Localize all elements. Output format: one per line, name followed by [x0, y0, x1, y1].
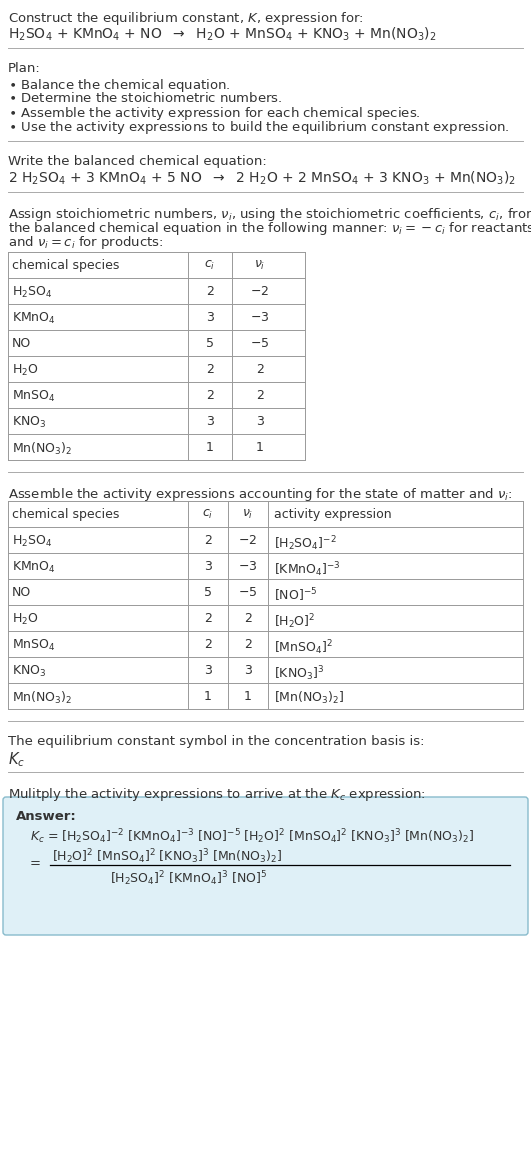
Text: Assemble the activity expressions accounting for the state of matter and $\nu_i$: Assemble the activity expressions accoun…: [8, 486, 513, 504]
Text: 2 H$_2$SO$_4$ + 3 KMnO$_4$ + 5 NO  $\rightarrow$  2 H$_2$O + 2 MnSO$_4$ + 3 KNO$: 2 H$_2$SO$_4$ + 3 KMnO$_4$ + 5 NO $\righ…: [8, 170, 516, 187]
Text: [Mn(NO$_3$)$_2$]: [Mn(NO$_3$)$_2$]: [274, 690, 345, 706]
Text: KNO$_3$: KNO$_3$: [12, 664, 46, 679]
Text: Mn(NO$_3$)$_2$: Mn(NO$_3$)$_2$: [12, 441, 72, 457]
Text: [NO]$^{-5}$: [NO]$^{-5}$: [274, 586, 317, 604]
Text: $-3$: $-3$: [250, 311, 270, 324]
Text: 3: 3: [204, 664, 212, 677]
Text: 3: 3: [206, 415, 214, 428]
Text: $-2$: $-2$: [251, 285, 270, 298]
Text: Mulitply the activity expressions to arrive at the $K_c$ expression:: Mulitply the activity expressions to arr…: [8, 786, 426, 802]
Text: $\bullet$ Balance the chemical equation.: $\bullet$ Balance the chemical equation.: [8, 77, 230, 94]
Text: MnSO$_4$: MnSO$_4$: [12, 388, 56, 404]
Text: KMnO$_4$: KMnO$_4$: [12, 561, 56, 575]
Text: the balanced chemical equation in the following manner: $\nu_i = -c_i$ for react: the balanced chemical equation in the fo…: [8, 220, 531, 237]
Text: 2: 2: [206, 285, 214, 298]
Text: 2: 2: [204, 612, 212, 625]
Text: [H$_2$O]$^2$: [H$_2$O]$^2$: [274, 612, 315, 630]
Text: [KMnO$_4$]$^{-3}$: [KMnO$_4$]$^{-3}$: [274, 561, 341, 579]
Text: NO: NO: [12, 337, 31, 350]
Text: MnSO$_4$: MnSO$_4$: [12, 638, 56, 654]
Text: $\bullet$ Use the activity expressions to build the equilibrium constant express: $\bullet$ Use the activity expressions t…: [8, 119, 509, 136]
Text: KNO$_3$: KNO$_3$: [12, 415, 46, 430]
Text: [H$_2$SO$_4$]$^2$ [KMnO$_4$]$^3$ [NO]$^5$: [H$_2$SO$_4$]$^2$ [KMnO$_4$]$^3$ [NO]$^5…: [110, 869, 267, 887]
Text: H$_2$SO$_4$: H$_2$SO$_4$: [12, 285, 53, 300]
Text: 5: 5: [204, 586, 212, 599]
Text: 2: 2: [204, 534, 212, 547]
Text: H$_2$SO$_4$: H$_2$SO$_4$: [12, 534, 53, 549]
Text: H$_2$O: H$_2$O: [12, 363, 39, 378]
Text: $\nu_i$: $\nu_i$: [254, 259, 266, 272]
Text: $K_c$ = [H$_2$SO$_4$]$^{-2}$ [KMnO$_4$]$^{-3}$ [NO]$^{-5}$ [H$_2$O]$^2$ [MnSO$_4: $K_c$ = [H$_2$SO$_4$]$^{-2}$ [KMnO$_4$]$…: [30, 827, 475, 846]
Text: [H$_2$SO$_4$]$^{-2}$: [H$_2$SO$_4$]$^{-2}$: [274, 534, 337, 552]
Text: 3: 3: [204, 561, 212, 573]
Text: 3: 3: [244, 664, 252, 677]
Text: Write the balanced chemical equation:: Write the balanced chemical equation:: [8, 155, 267, 167]
Text: H$_2$O: H$_2$O: [12, 612, 39, 627]
Text: 1: 1: [256, 441, 264, 454]
Text: $-3$: $-3$: [238, 561, 258, 573]
Text: Mn(NO$_3$)$_2$: Mn(NO$_3$)$_2$: [12, 690, 72, 706]
Text: The equilibrium constant symbol in the concentration basis is:: The equilibrium constant symbol in the c…: [8, 735, 424, 748]
Text: [KNO$_3$]$^3$: [KNO$_3$]$^3$: [274, 664, 324, 683]
Text: 2: 2: [206, 363, 214, 376]
Text: Assign stoichiometric numbers, $\nu_i$, using the stoichiometric coefficients, $: Assign stoichiometric numbers, $\nu_i$, …: [8, 206, 531, 223]
Text: Construct the equilibrium constant, $K$, expression for:: Construct the equilibrium constant, $K$,…: [8, 10, 364, 27]
Text: 5: 5: [206, 337, 214, 350]
Text: $-2$: $-2$: [238, 534, 258, 547]
Text: 2: 2: [204, 638, 212, 651]
Text: chemical species: chemical species: [12, 259, 119, 272]
Text: NO: NO: [12, 586, 31, 599]
Text: $-5$: $-5$: [238, 586, 258, 599]
Text: $K_c$: $K_c$: [8, 750, 25, 769]
Text: chemical species: chemical species: [12, 508, 119, 521]
Text: $c_i$: $c_i$: [202, 508, 213, 521]
Text: $\nu_i$: $\nu_i$: [242, 508, 254, 521]
FancyBboxPatch shape: [3, 797, 528, 935]
Text: 1: 1: [206, 441, 214, 454]
Text: 2: 2: [244, 612, 252, 625]
Text: $\bullet$ Determine the stoichiometric numbers.: $\bullet$ Determine the stoichiometric n…: [8, 91, 282, 105]
Text: KMnO$_4$: KMnO$_4$: [12, 311, 56, 326]
Text: activity expression: activity expression: [274, 508, 392, 521]
Text: 3: 3: [206, 311, 214, 324]
Text: and $\nu_i = c_i$ for products:: and $\nu_i = c_i$ for products:: [8, 234, 164, 251]
Text: [H$_2$O]$^2$ [MnSO$_4$]$^2$ [KNO$_3$]$^3$ [Mn(NO$_3$)$_2$]: [H$_2$O]$^2$ [MnSO$_4$]$^2$ [KNO$_3$]$^3…: [52, 847, 282, 865]
Text: =: =: [30, 857, 41, 870]
Text: Plan:: Plan:: [8, 62, 41, 74]
Text: H$_2$SO$_4$ + KMnO$_4$ + NO  $\rightarrow$  H$_2$O + MnSO$_4$ + KNO$_3$ + Mn(NO$: H$_2$SO$_4$ + KMnO$_4$ + NO $\rightarrow…: [8, 26, 436, 43]
Text: 3: 3: [256, 415, 264, 428]
Text: 1: 1: [244, 690, 252, 702]
Text: $\bullet$ Assemble the activity expression for each chemical species.: $\bullet$ Assemble the activity expressi…: [8, 105, 421, 122]
Text: 2: 2: [206, 388, 214, 402]
Text: [MnSO$_4$]$^2$: [MnSO$_4$]$^2$: [274, 638, 333, 657]
Text: 2: 2: [244, 638, 252, 651]
Text: 2: 2: [256, 388, 264, 402]
Text: Answer:: Answer:: [16, 809, 77, 823]
Text: $-5$: $-5$: [250, 337, 270, 350]
Text: 1: 1: [204, 690, 212, 702]
Text: $c_i$: $c_i$: [204, 259, 216, 272]
Text: 2: 2: [256, 363, 264, 376]
